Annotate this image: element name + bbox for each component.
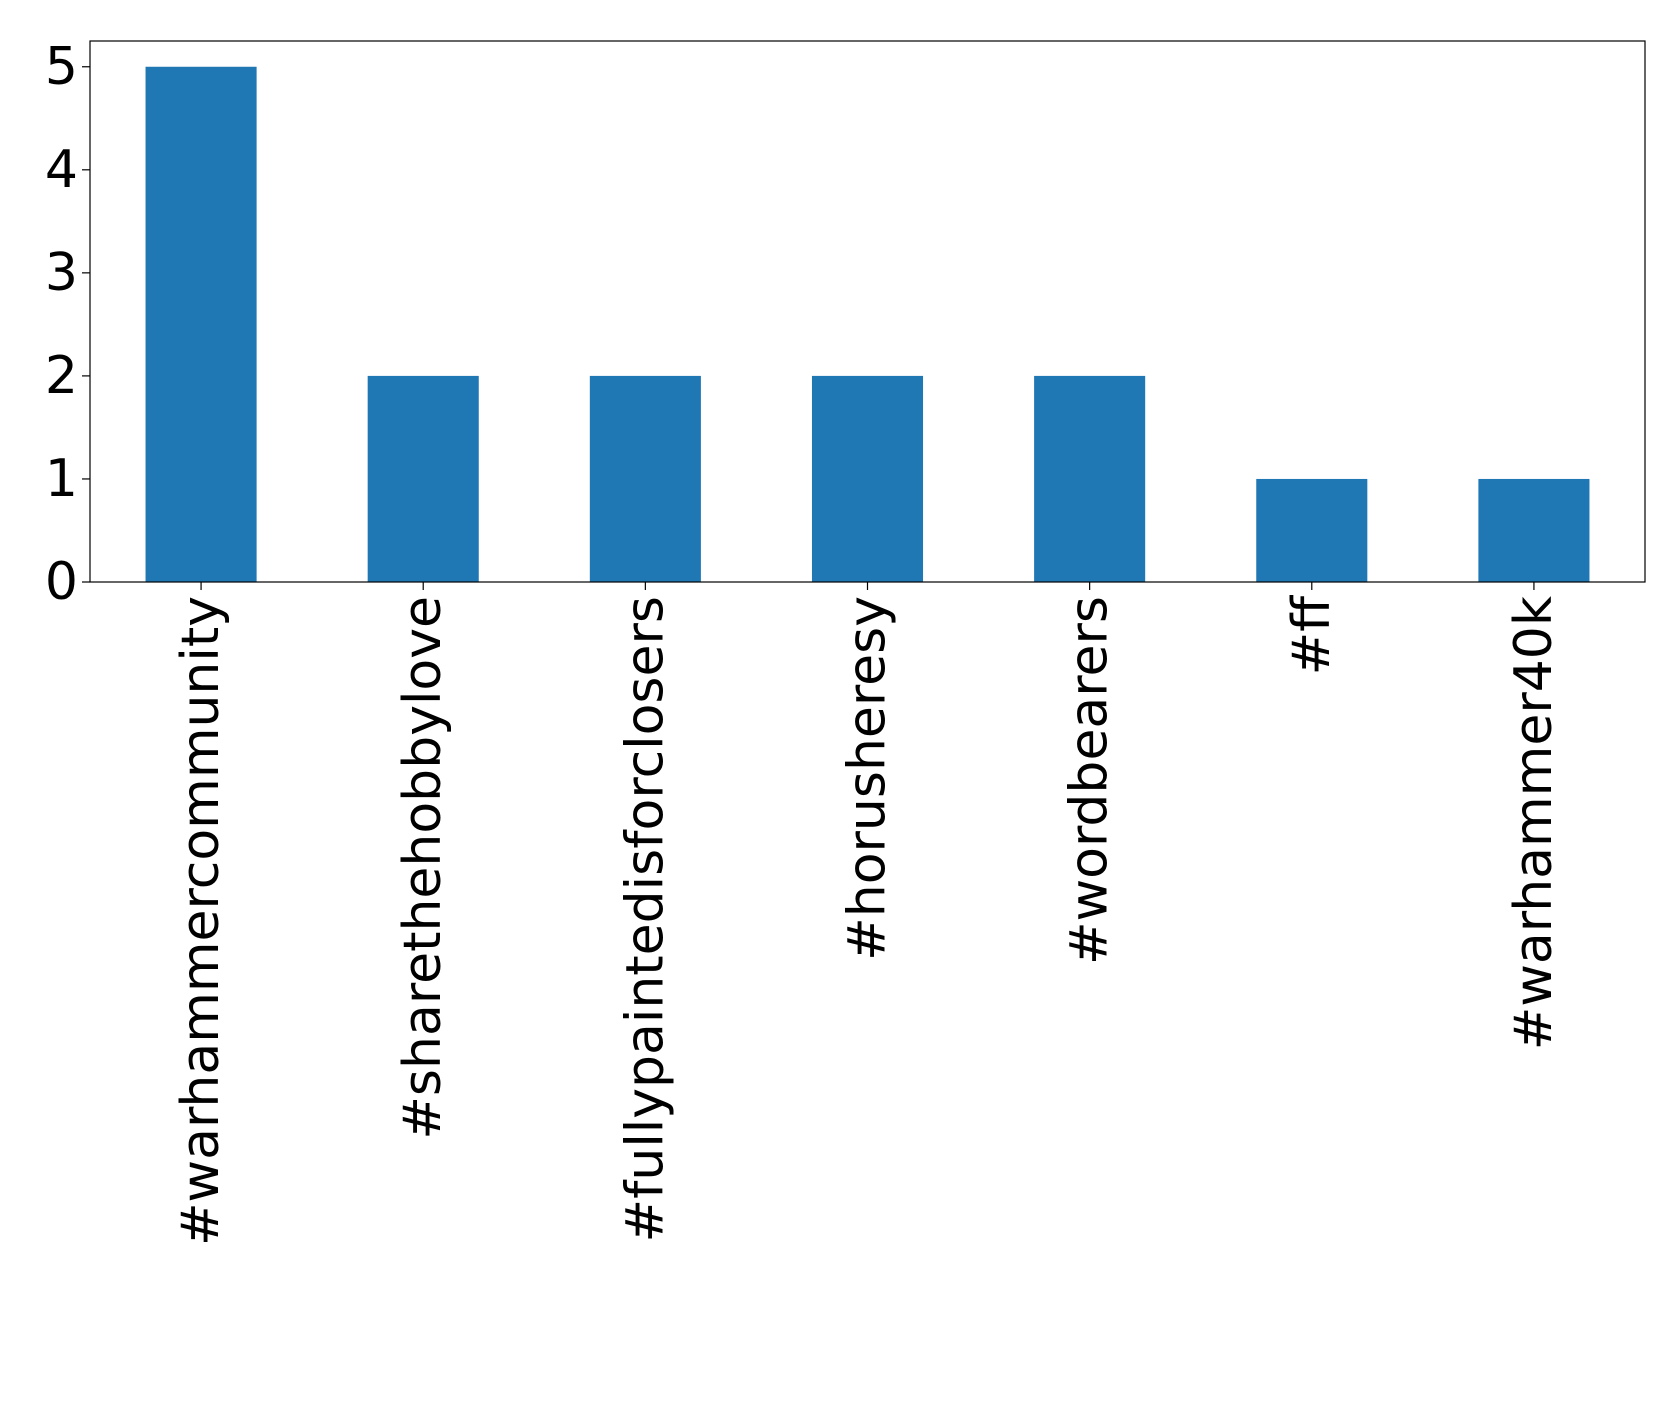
x-tick-label: #warhammer40k [1504,596,1564,1050]
bar-warhammercommunity [145,66,257,582]
plot-frame [89,40,1646,583]
y-tick-label: 1 [45,449,78,509]
bars-layer [145,66,1590,582]
y-tick-label: 4 [45,140,78,200]
bar-horusheresy [811,375,924,582]
x-tick-label: #sharethehobbylove [393,596,453,1140]
x-tick-label: #fullypaintedisforclosers [615,596,675,1242]
x-tick-label: #ff [1282,595,1342,676]
bar-warhammer40k [1478,478,1590,582]
x-tick-label: #wordbearers [1060,596,1120,965]
y-axis: 0 1 2 3 4 5 [45,37,90,612]
y-tick-label: 0 [45,552,78,612]
bar-sharethehobbylove [367,375,479,582]
bar-wordbearers [1034,375,1146,582]
bar-ff [1256,478,1368,582]
x-tick-label: #horusheresy [838,596,898,961]
bar-fullypaintedisforclosers [589,375,701,582]
y-tick-label: 5 [45,37,78,97]
x-axis: #warhammercommunity #sharethehobbylove #fu… [171,582,1564,1246]
y-tick-label: 3 [45,243,78,303]
y-tick-label: 2 [45,346,78,406]
x-tick-label: #warhammercommunity [171,596,231,1246]
